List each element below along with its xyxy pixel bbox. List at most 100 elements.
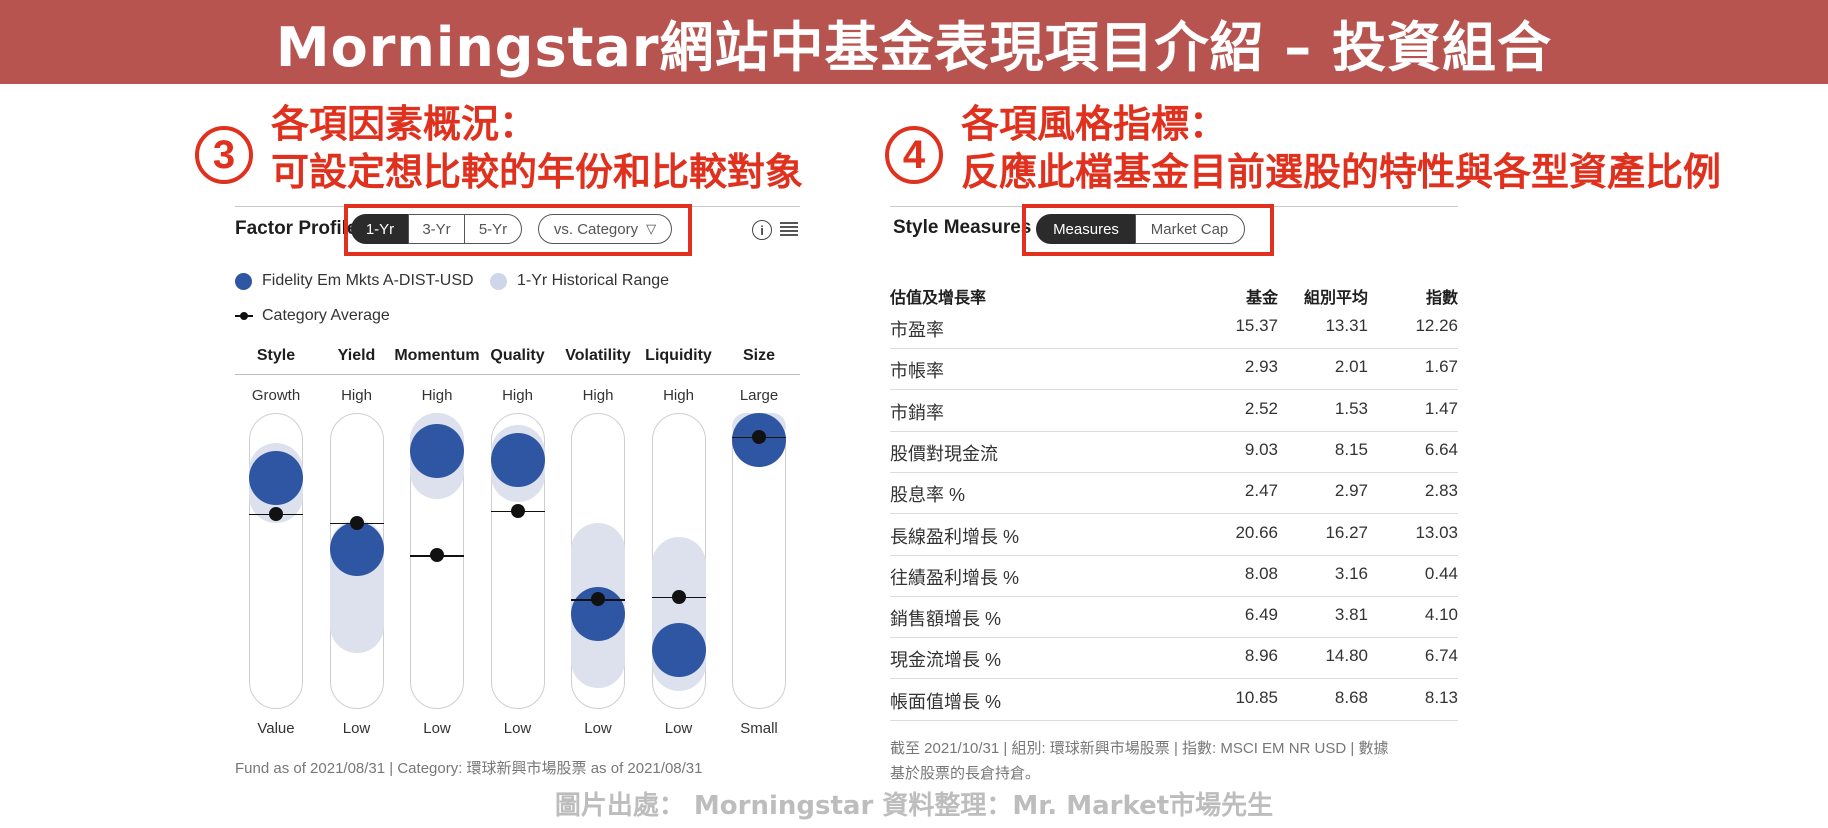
row-index-value: 8.13 bbox=[1424, 687, 1458, 707]
legend-average-label: Category Average bbox=[262, 307, 390, 324]
table-row: 市帳率 2.93 2.01 1.67 bbox=[890, 349, 1458, 391]
table-row: 長線盈利增長 % 20.66 16.27 13.03 bbox=[890, 515, 1458, 556]
factor-fund-dot-liquidity bbox=[651, 622, 706, 677]
row-category-value: 2.97 bbox=[1334, 481, 1368, 501]
row-fund-value: 15.37 bbox=[1235, 316, 1278, 335]
title-banner: Morningstar網站中基金表現項目介紹 – 投資組合 bbox=[0, 0, 1828, 84]
factor-profile-footnote: Fund as of 2021/08/31 | Category: 環球新興市場… bbox=[235, 760, 703, 777]
factor-header-size: Size bbox=[742, 347, 775, 364]
banner-title: Morningstar網站中基金表現項目介紹 – 投資組合 bbox=[275, 15, 1553, 79]
factor-header-volatility: Volatility bbox=[565, 347, 631, 364]
factor-top-label-style: Growth bbox=[251, 387, 301, 404]
row-category-value: 14.80 bbox=[1325, 646, 1368, 666]
info-icon[interactable]: i bbox=[752, 220, 772, 240]
row-label: 往績盈利增長 % bbox=[890, 567, 1020, 588]
factor-fund-dot-quality bbox=[490, 433, 545, 488]
compare-dropdown[interactable]: vs. Category ▽ bbox=[538, 214, 672, 244]
highlight-box-periods bbox=[344, 204, 692, 256]
row-fund-value: 2.52 bbox=[1244, 398, 1278, 418]
row-category-value: 3.81 bbox=[1334, 605, 1368, 625]
row-index-value: 2.83 bbox=[1424, 481, 1458, 501]
factor-top-label-quality: High bbox=[502, 387, 533, 404]
row-index-value: 1.67 bbox=[1424, 357, 1458, 377]
factor-header-quality: Quality bbox=[490, 347, 545, 364]
factor-bottom-label-quality: Low bbox=[503, 720, 532, 737]
period-5yr-button[interactable]: 5-Yr bbox=[464, 214, 522, 244]
row-category-value: 2.01 bbox=[1334, 357, 1368, 377]
tab-measures[interactable]: Measures bbox=[1036, 214, 1136, 244]
table-row: 往績盈利增長 % 8.08 3.16 0.44 bbox=[890, 556, 1458, 597]
factor-fund-dot-style bbox=[249, 451, 303, 506]
factor-top-label-yield: High bbox=[341, 387, 372, 404]
factor-average-dot-size bbox=[752, 429, 766, 444]
row-category-value: 8.15 bbox=[1334, 439, 1368, 459]
row-category-value: 1.53 bbox=[1334, 398, 1368, 418]
factor-header-rule bbox=[235, 374, 800, 375]
style-measures-footnote-line1: 截至 2021/10/31 | 組別: 環球新興市場股票 | 指數: MSCI … bbox=[890, 740, 1389, 757]
row-category-value: 16.27 bbox=[1325, 522, 1368, 542]
tab-market-cap[interactable]: Market Cap bbox=[1134, 214, 1245, 244]
annotation-number-4: 4 bbox=[885, 126, 943, 184]
table-row: 市盈率 15.37 13.31 12.26 bbox=[890, 308, 1458, 349]
highlight-box-tabs bbox=[1022, 204, 1274, 256]
legend-range: 1-Yr Historical Range bbox=[490, 272, 669, 290]
row-label: 股價對現金流 bbox=[890, 443, 998, 464]
row-fund-value: 8.08 bbox=[1244, 563, 1278, 583]
factor-bottom-label-size: Small bbox=[740, 720, 778, 737]
row-label: 市帳率 bbox=[890, 361, 944, 382]
row-category-value: 8.68 bbox=[1334, 687, 1368, 707]
legend-range-dot bbox=[490, 272, 507, 290]
table-header-category: 組別平均 bbox=[1303, 290, 1368, 307]
row-fund-value: 2.47 bbox=[1244, 481, 1278, 501]
row-index-value: 6.74 bbox=[1424, 646, 1458, 666]
legend-average-marker bbox=[235, 312, 253, 320]
row-label: 市銷率 bbox=[890, 402, 944, 423]
annotation-style-measures-line2: 反應此檔基金目前選股的特性與各型資產比例 bbox=[961, 150, 1722, 194]
annotation-style-measures-line1: 各項風格指標： bbox=[961, 102, 1228, 146]
table-header-fund: 基金 bbox=[1245, 290, 1278, 307]
factor-top-label-volatility: High bbox=[582, 387, 614, 404]
row-fund-value: 8.96 bbox=[1244, 646, 1278, 666]
factor-bottom-label-style: Value bbox=[257, 720, 295, 737]
factor-header-momentum: Momentum bbox=[394, 347, 480, 364]
factor-header-liquidity: Liquidity bbox=[645, 347, 712, 364]
row-fund-value: 2.93 bbox=[1244, 357, 1278, 377]
table-row: 銷售額增長 % 6.49 3.81 4.10 bbox=[890, 597, 1458, 639]
factor-header-yield: Yield bbox=[337, 347, 376, 364]
annotation-factor-profile-text: 各項因素概況： 可設定想比較的年份和比較對象 bbox=[271, 100, 803, 196]
table-row: 市銷率 2.52 1.53 1.47 bbox=[890, 391, 1458, 432]
style-measures-title: Style Measures bbox=[893, 217, 1032, 238]
factor-average-dot-liquidity bbox=[671, 589, 686, 604]
row-category-value: 13.31 bbox=[1325, 316, 1368, 335]
compare-dropdown-label: vs. Category bbox=[553, 220, 639, 238]
period-3yr-button[interactable]: 3-Yr bbox=[407, 214, 466, 244]
factor-bottom-label-volatility: Low bbox=[584, 720, 612, 737]
row-label: 股息率 % bbox=[890, 485, 966, 506]
annotation-factor-profile-line2: 可設定想比較的年份和比較對象 bbox=[271, 150, 804, 194]
table-row: 帳面值增長 % 10.85 8.68 8.13 bbox=[890, 680, 1458, 721]
factor-bottom-label-momentum: Low bbox=[423, 720, 451, 737]
factor-bottom-label-liquidity: Low bbox=[664, 720, 693, 737]
table-view-icon[interactable] bbox=[780, 222, 798, 238]
row-category-value: 3.16 bbox=[1334, 563, 1368, 583]
legend-fund-label: Fidelity Em Mkts A-DIST-USD bbox=[262, 272, 474, 289]
row-fund-value: 10.85 bbox=[1235, 687, 1278, 707]
annotation-factor-profile-line1: 各項因素概況： bbox=[271, 102, 538, 146]
period-1yr-button[interactable]: 1-Yr bbox=[351, 214, 409, 244]
row-fund-value: 20.66 bbox=[1235, 522, 1278, 542]
row-label: 帳面值增長 % bbox=[890, 691, 1002, 712]
factor-average-dot-quality bbox=[510, 503, 525, 518]
row-fund-value: 9.03 bbox=[1244, 439, 1278, 459]
table-row: 股價對現金流 9.03 8.15 6.64 bbox=[890, 432, 1458, 473]
annotation-style-measures-text: 各項風格指標： 反應此檔基金目前選股的特性與各型資產比例 bbox=[961, 100, 1721, 196]
legend-average: Category Average bbox=[235, 307, 390, 325]
factor-top-label-liquidity: High bbox=[663, 387, 694, 404]
annotation-factor-profile: 3 各項因素概況： 可設定想比較的年份和比較對象 bbox=[195, 100, 803, 196]
row-index-value: 1.47 bbox=[1424, 398, 1458, 418]
factor-average-dot-volatility bbox=[591, 592, 605, 607]
period-selector: 1-Yr 3-Yr 5-Yr bbox=[351, 214, 522, 244]
row-fund-value: 6.49 bbox=[1244, 605, 1278, 625]
row-label: 長線盈利增長 % bbox=[890, 526, 1020, 547]
legend-range-label: 1-Yr Historical Range bbox=[517, 272, 670, 289]
table-header-label: 估值及增長率 bbox=[890, 290, 987, 307]
